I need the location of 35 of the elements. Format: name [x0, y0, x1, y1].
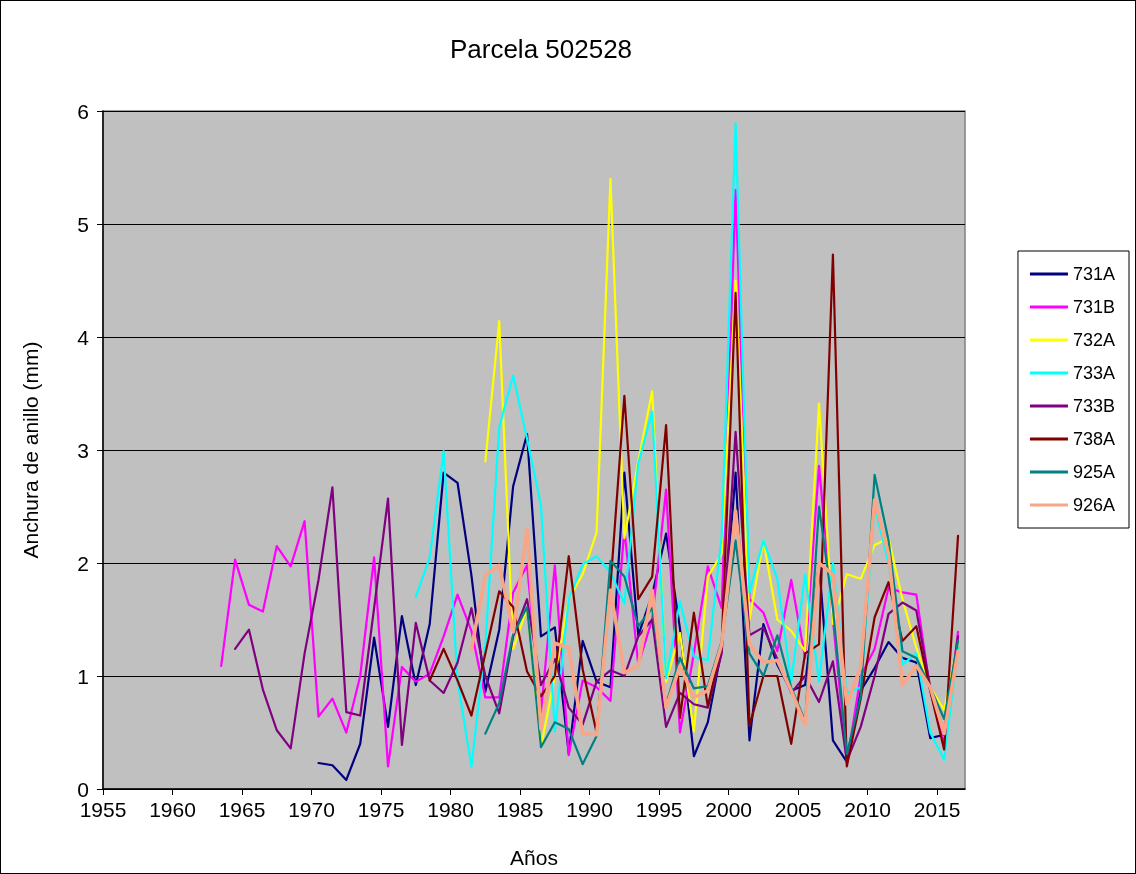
x-tick-label: 2005 [774, 798, 822, 821]
legend-label: 733B [1072, 396, 1116, 416]
x-axis-title: Años [510, 846, 558, 869]
line-series [484, 473, 960, 766]
line-series [414, 122, 960, 768]
x-tick-label: 2015 [913, 798, 961, 821]
x-tick-label: 1955 [79, 798, 127, 821]
y-tick-label: 4 [77, 325, 90, 349]
y-tick-label: 6 [77, 99, 89, 123]
y-tick-label: 2 [77, 551, 89, 575]
x-tick-label: 1970 [288, 798, 335, 821]
legend-label: 925A [1072, 462, 1116, 482]
x-tick-label: 1965 [218, 798, 266, 821]
line-series [469, 497, 960, 737]
x-tick-label: 2010 [844, 798, 892, 821]
legend-label: 926A [1072, 495, 1116, 515]
x-tick-label: 1995 [635, 798, 683, 821]
x-tick-label: 1975 [357, 798, 405, 821]
x-tick-label: 2000 [705, 798, 752, 821]
legend-label: 731A [1072, 264, 1116, 284]
x-tick-label: 1985 [496, 798, 544, 821]
legend-label: 733A [1072, 363, 1116, 383]
legend-label: 738A [1072, 429, 1116, 449]
y-tick-label: 0 [77, 777, 89, 801]
x-tick-label: 1960 [149, 798, 196, 821]
x-tick-label: 1990 [566, 798, 613, 821]
legend-label: 731B [1072, 297, 1116, 317]
y-tick-label: 3 [77, 438, 89, 462]
x-tick-label: 1980 [427, 798, 474, 821]
chart-title: Parcela 502528 [449, 34, 633, 64]
legend-label: 732A [1072, 330, 1116, 350]
y-tick-label: 1 [77, 664, 89, 688]
y-tick-label: 5 [77, 212, 89, 236]
y-axis-title: Anchura de anillo (mm) [19, 341, 42, 559]
line-series [428, 253, 960, 768]
